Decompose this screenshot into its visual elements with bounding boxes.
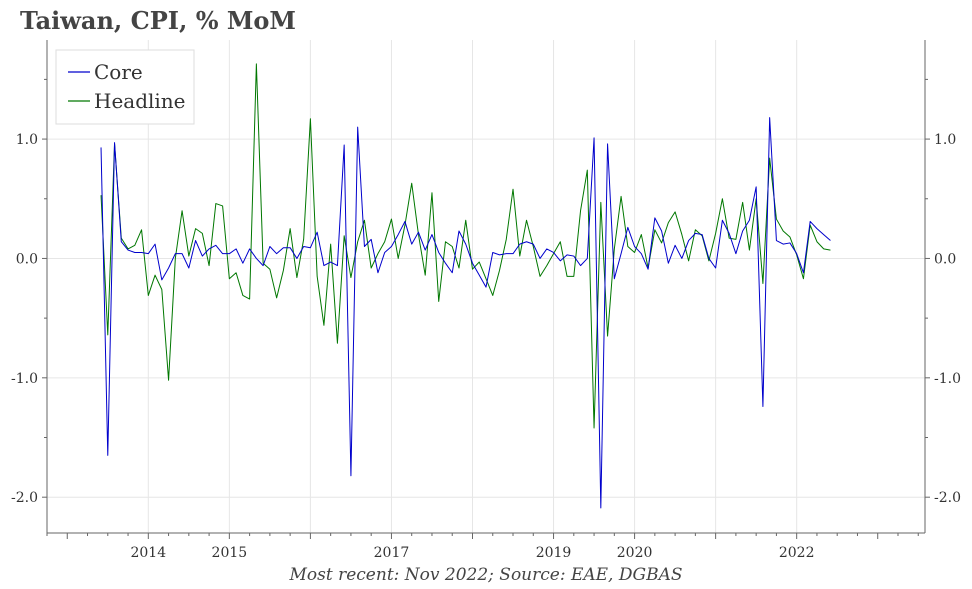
legend: Core Headline (55, 49, 195, 125)
legend-headline-label: Headline (94, 89, 186, 113)
chart-title: Taiwan, CPI, % MoM (20, 6, 296, 35)
legend-core-label: Core (94, 60, 143, 84)
x-tick-label: 2020 (617, 545, 653, 561)
axes: -2.0 -2.0 -1.0 -1.0 0.0 0.0 1.0 1.0 2014 2015 2017… (11, 40, 961, 561)
x-tick-label: 2017 (374, 545, 410, 561)
y-tick-label-right: 1.0 (934, 132, 956, 148)
y-tick-label-left: -1.0 (11, 371, 38, 387)
y-tick-label-left: -2.0 (11, 490, 38, 506)
y-tick-label-right: -1.0 (934, 371, 961, 387)
x-tick-label: 2019 (536, 545, 572, 561)
series-line-headline (100, 63, 831, 429)
y-tick-label-left: 1.0 (16, 132, 38, 148)
chart-footer: Most recent: Nov 2022; Source: EAE, DGBA… (289, 565, 683, 585)
y-tick-label-right: -2.0 (934, 490, 961, 506)
series-lines (100, 63, 831, 509)
x-tick-label: 2014 (130, 545, 166, 561)
series-line-core (100, 117, 831, 509)
y-tick-label-right: 0.0 (934, 251, 956, 267)
x-tick-label: 2015 (212, 545, 248, 561)
legend-box (55, 49, 195, 125)
x-tick-label: 2022 (779, 545, 815, 561)
y-tick-label-left: 0.0 (16, 251, 38, 267)
grid-lines (47, 40, 925, 533)
